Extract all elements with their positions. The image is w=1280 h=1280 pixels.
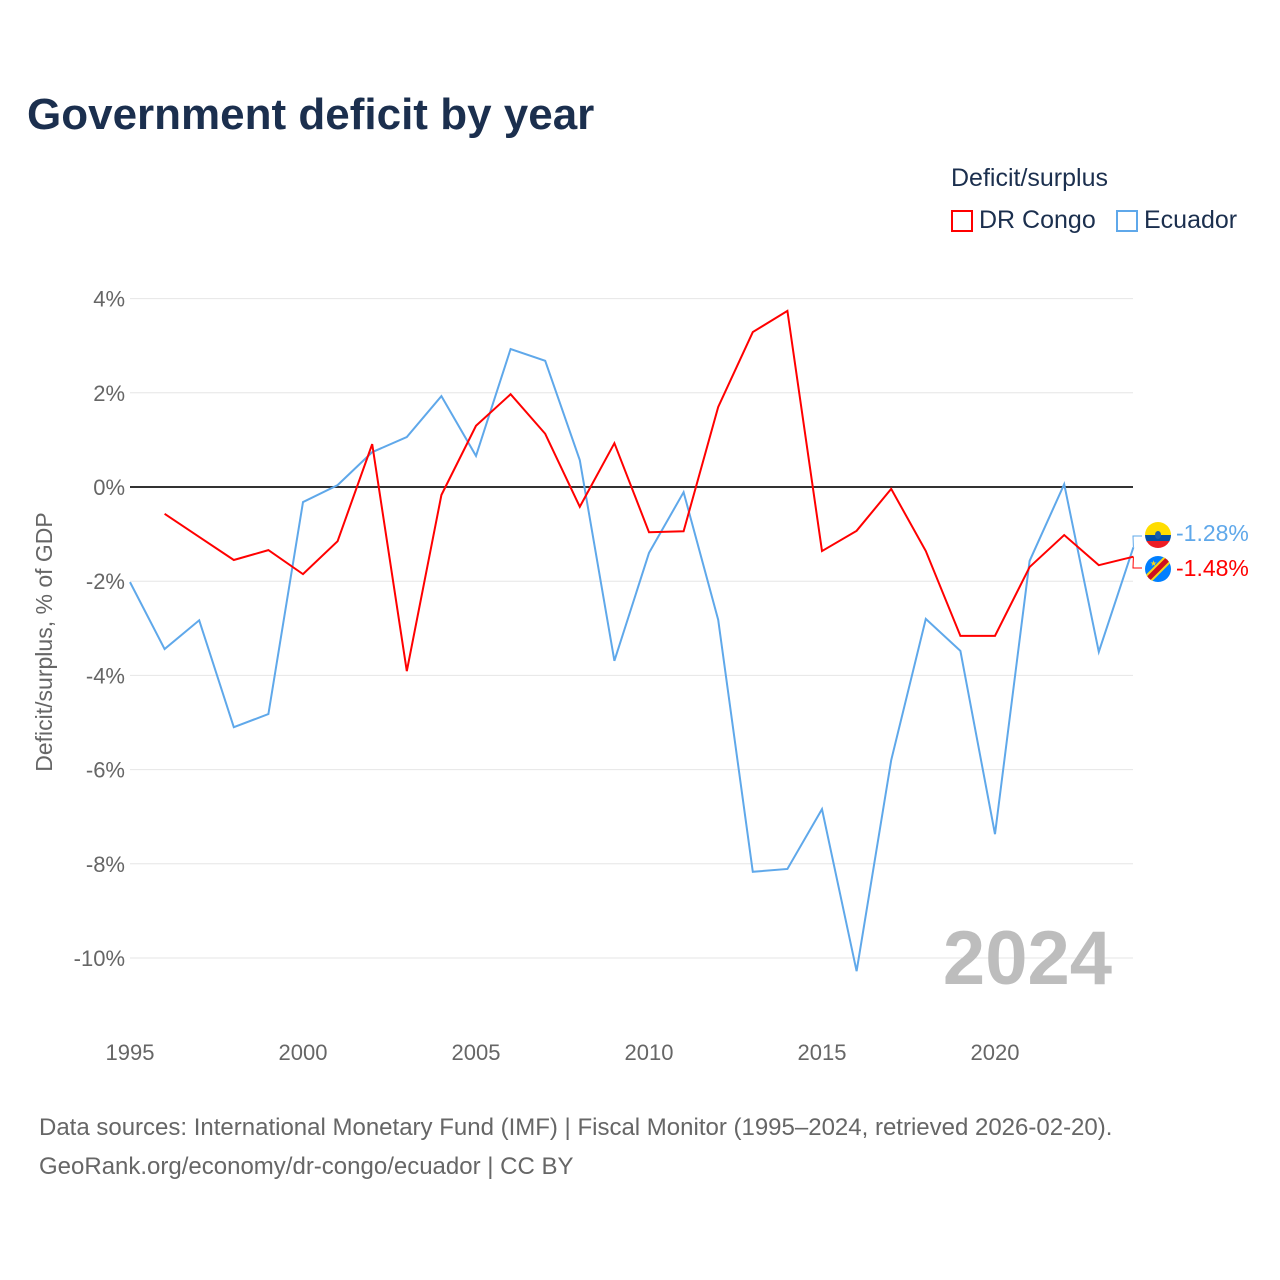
legend-swatch	[1116, 209, 1138, 232]
x-tick-label: 2005	[452, 1040, 501, 1065]
legend-title: Deficit/surplus	[951, 164, 1108, 192]
legend-label: DR Congo	[979, 206, 1096, 234]
chart-title: Government deficit by year	[27, 90, 595, 139]
legend-swatch	[951, 209, 973, 232]
y-tick-label: 4%	[93, 287, 125, 312]
series-line-ecuador	[129, 347, 1135, 972]
x-tick-label: 2020	[971, 1040, 1020, 1065]
x-tick-label: 2015	[798, 1040, 847, 1065]
year-watermark: 2024	[943, 916, 1112, 1001]
x-tick-label: 1995	[106, 1040, 155, 1065]
source-note: Data sources: International Monetary Fun…	[39, 1108, 1112, 1186]
ecuador-flag-icon	[1145, 522, 1171, 548]
legend-label: Ecuador	[1144, 206, 1238, 234]
legend-item-ecuador[interactable]: Ecuador	[1116, 206, 1237, 235]
svg-text:★: ★	[1150, 559, 1157, 568]
y-tick-label: -2%	[86, 569, 125, 594]
y-tick-label: 2%	[93, 381, 125, 406]
y-tick-label: -6%	[86, 758, 125, 783]
leader-line	[1132, 556, 1142, 569]
y-tick-label: -4%	[86, 663, 125, 688]
y-tick-label: -8%	[86, 852, 125, 877]
y-axis-label: Deficit/surplus, % of GDP	[31, 512, 57, 771]
legend-item-dr-congo[interactable]: DR Congo	[951, 206, 1096, 235]
end-label-dr-congo: -1.48%	[1176, 555, 1249, 581]
x-tick-label: 2010	[625, 1040, 674, 1065]
y-tick-label: -10%	[74, 946, 125, 971]
end-label-ecuador: -1.28%	[1176, 520, 1249, 546]
source-line: Data sources: International Monetary Fun…	[39, 1114, 1113, 1141]
x-tick-label: 2000	[279, 1040, 328, 1065]
source-link: GeoRank.org/economy/dr-congo/ecuador | C…	[39, 1153, 574, 1180]
y-tick-label: 0%	[93, 475, 125, 500]
leader-line	[1132, 535, 1142, 548]
dr-congo-flag-icon: ★	[1145, 556, 1171, 582]
series-line-dr-congo	[164, 309, 1134, 672]
